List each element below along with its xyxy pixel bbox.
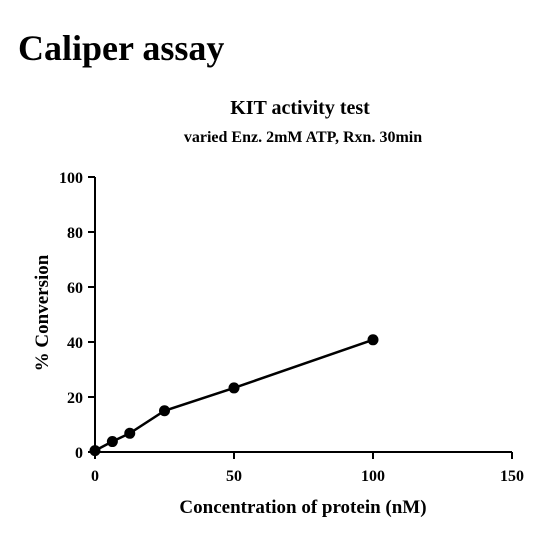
- x-tick-label: 0: [91, 468, 99, 485]
- series-line: [94, 338, 374, 452]
- x-tick-label: 150: [500, 468, 524, 485]
- data-point: [228, 382, 240, 394]
- data-point: [89, 445, 101, 457]
- y-tick-label: 60: [67, 280, 83, 297]
- y-tick-label: 0: [75, 445, 83, 462]
- chart-subtitle: varied Enz. 2mM ATP, Rxn. 30min: [184, 129, 422, 146]
- y-tick-label: 40: [67, 335, 83, 352]
- x-tick-label: 100: [361, 468, 385, 485]
- data-point: [159, 405, 170, 417]
- data-point: [124, 427, 136, 439]
- y-tick-label: 20: [67, 390, 83, 407]
- page-heading: Caliper assay: [18, 28, 225, 68]
- data-point: [367, 334, 379, 346]
- x-tick-label: 50: [226, 468, 242, 485]
- chart-title: KIT activity test: [230, 97, 370, 119]
- plot-area: [89, 334, 379, 457]
- y-axis-label: % Conversion: [32, 254, 53, 371]
- y-tick-label: 80: [67, 225, 83, 242]
- axes: 0 20 40 60 80 100 0 50 100 150: [59, 170, 524, 485]
- x-axis-label: Concentration of protein (nM): [179, 497, 426, 518]
- y-tick-label: 100: [59, 170, 83, 187]
- data-point: [106, 436, 118, 448]
